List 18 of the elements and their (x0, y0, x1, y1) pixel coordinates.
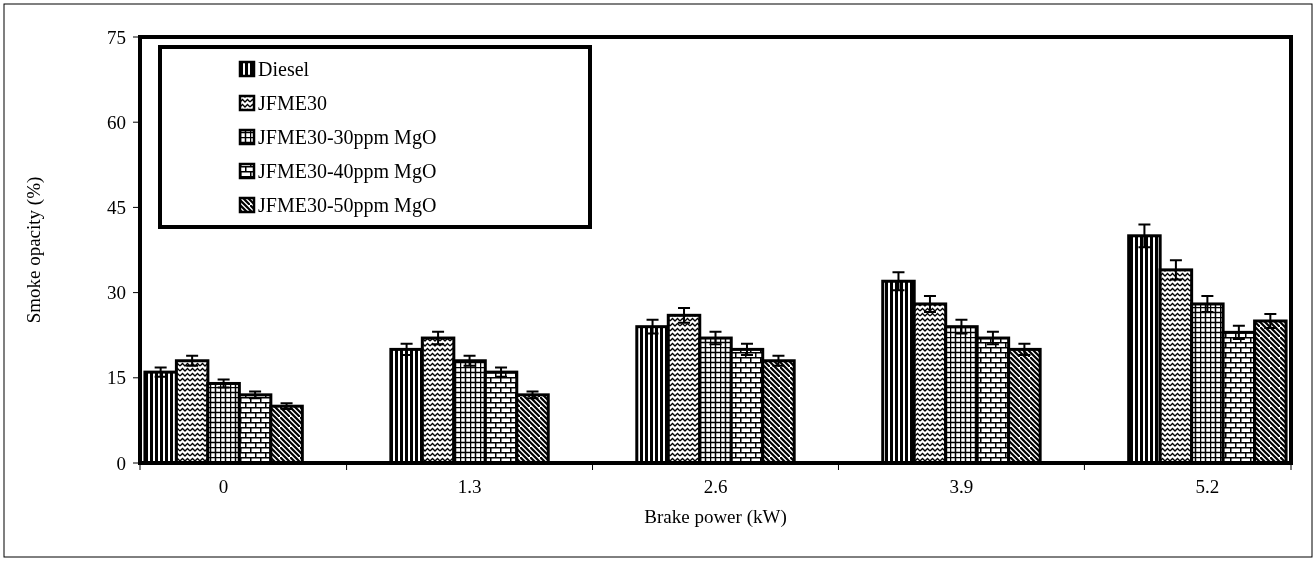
x-tick-label: 2.6 (703, 476, 728, 497)
x-axis-title: Brake power (kW) (644, 506, 787, 528)
legend-label: JFME30 (258, 92, 327, 114)
legend-label: JFME30-50ppm MgO (258, 194, 437, 217)
y-tick-label: 0 (116, 452, 126, 474)
y-tick-label: 30 (107, 282, 126, 304)
legend-label: Diesel (258, 58, 310, 80)
y-tick-label: 15 (107, 367, 126, 389)
y-tick-label: 60 (107, 111, 126, 133)
y-tick-label: 45 (107, 197, 126, 219)
y-axis-title: Smoke opacity (%) (23, 176, 45, 324)
legend-label: JFME30-30ppm MgO (258, 126, 437, 149)
x-tick-label: 0 (218, 476, 229, 497)
legend-label: JFME30-40ppm MgO (258, 160, 437, 183)
x-tick-label: 3.9 (949, 476, 974, 497)
x-tick-label: 5.2 (1195, 476, 1220, 497)
x-tick-label: 1.3 (457, 476, 482, 497)
y-tick-label: 75 (107, 26, 126, 48)
